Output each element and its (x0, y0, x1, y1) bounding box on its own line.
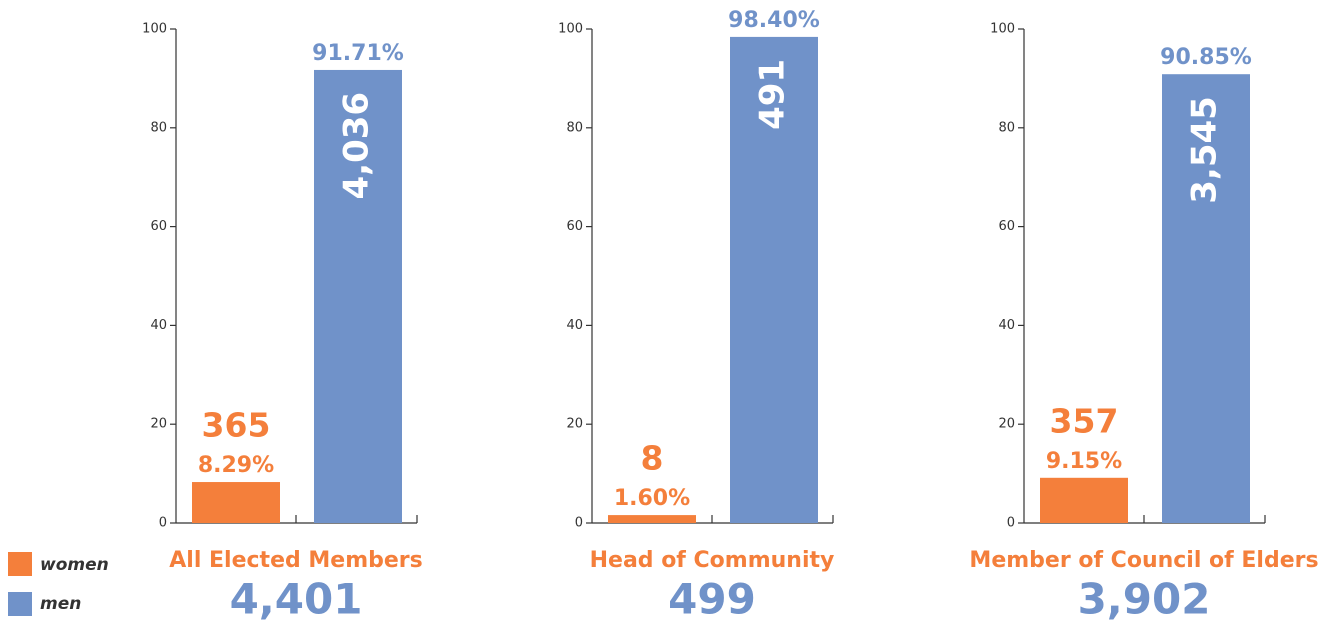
y-tick-label: 100 (558, 22, 583, 37)
bar (314, 69, 402, 523)
y-tick-label: 80 (150, 120, 167, 135)
bar (608, 515, 696, 523)
y-tick-label: 80 (566, 120, 583, 135)
value-label: 91.71% (312, 41, 404, 66)
count-label: 357 (1050, 401, 1119, 440)
count-label: 365 (202, 406, 271, 445)
chart-title: All Elected Members (169, 548, 423, 573)
y-tick-label: 40 (150, 318, 167, 333)
y-tick-label: 0 (159, 516, 167, 531)
y-tick-label: 60 (998, 219, 1015, 234)
bar (1040, 477, 1128, 523)
value-label: 90.85% (1160, 45, 1252, 70)
y-tick-label: 40 (998, 318, 1015, 333)
count-label: 491 (753, 59, 793, 130)
value-label: 9.15% (1046, 449, 1122, 474)
count-label: 4,036 (337, 92, 377, 200)
chart-subtitle: 3,902 (1078, 575, 1211, 624)
y-tick-label: 20 (566, 417, 583, 432)
y-tick-label: 20 (150, 417, 167, 432)
legend-label: women (40, 555, 109, 575)
legend-swatch (8, 552, 32, 576)
chart-subtitle: 499 (668, 575, 756, 624)
y-tick-label: 100 (990, 22, 1015, 37)
y-tick-label: 20 (998, 417, 1015, 432)
bar (192, 482, 280, 523)
bar (730, 36, 818, 524)
y-tick-label: 100 (142, 22, 167, 37)
y-tick-label: 80 (998, 120, 1015, 135)
value-label: 98.40% (728, 8, 820, 33)
y-tick-label: 60 (566, 219, 583, 234)
y-tick-label: 0 (1007, 516, 1015, 531)
chart-subtitle: 4,401 (230, 575, 363, 624)
count-label: 8 (641, 439, 664, 478)
y-tick-label: 40 (566, 318, 583, 333)
chart-title: Head of Community (590, 548, 835, 573)
legend-label: men (40, 594, 81, 614)
chart-title: Member of Council of Elders (969, 548, 1318, 573)
bar (1162, 74, 1250, 524)
legend-swatch (8, 592, 32, 616)
value-label: 1.60% (614, 486, 690, 511)
y-tick-label: 60 (150, 219, 167, 234)
y-tick-label: 0 (575, 516, 583, 531)
value-label: 8.29% (198, 453, 274, 478)
count-label: 3,545 (1185, 96, 1225, 204)
